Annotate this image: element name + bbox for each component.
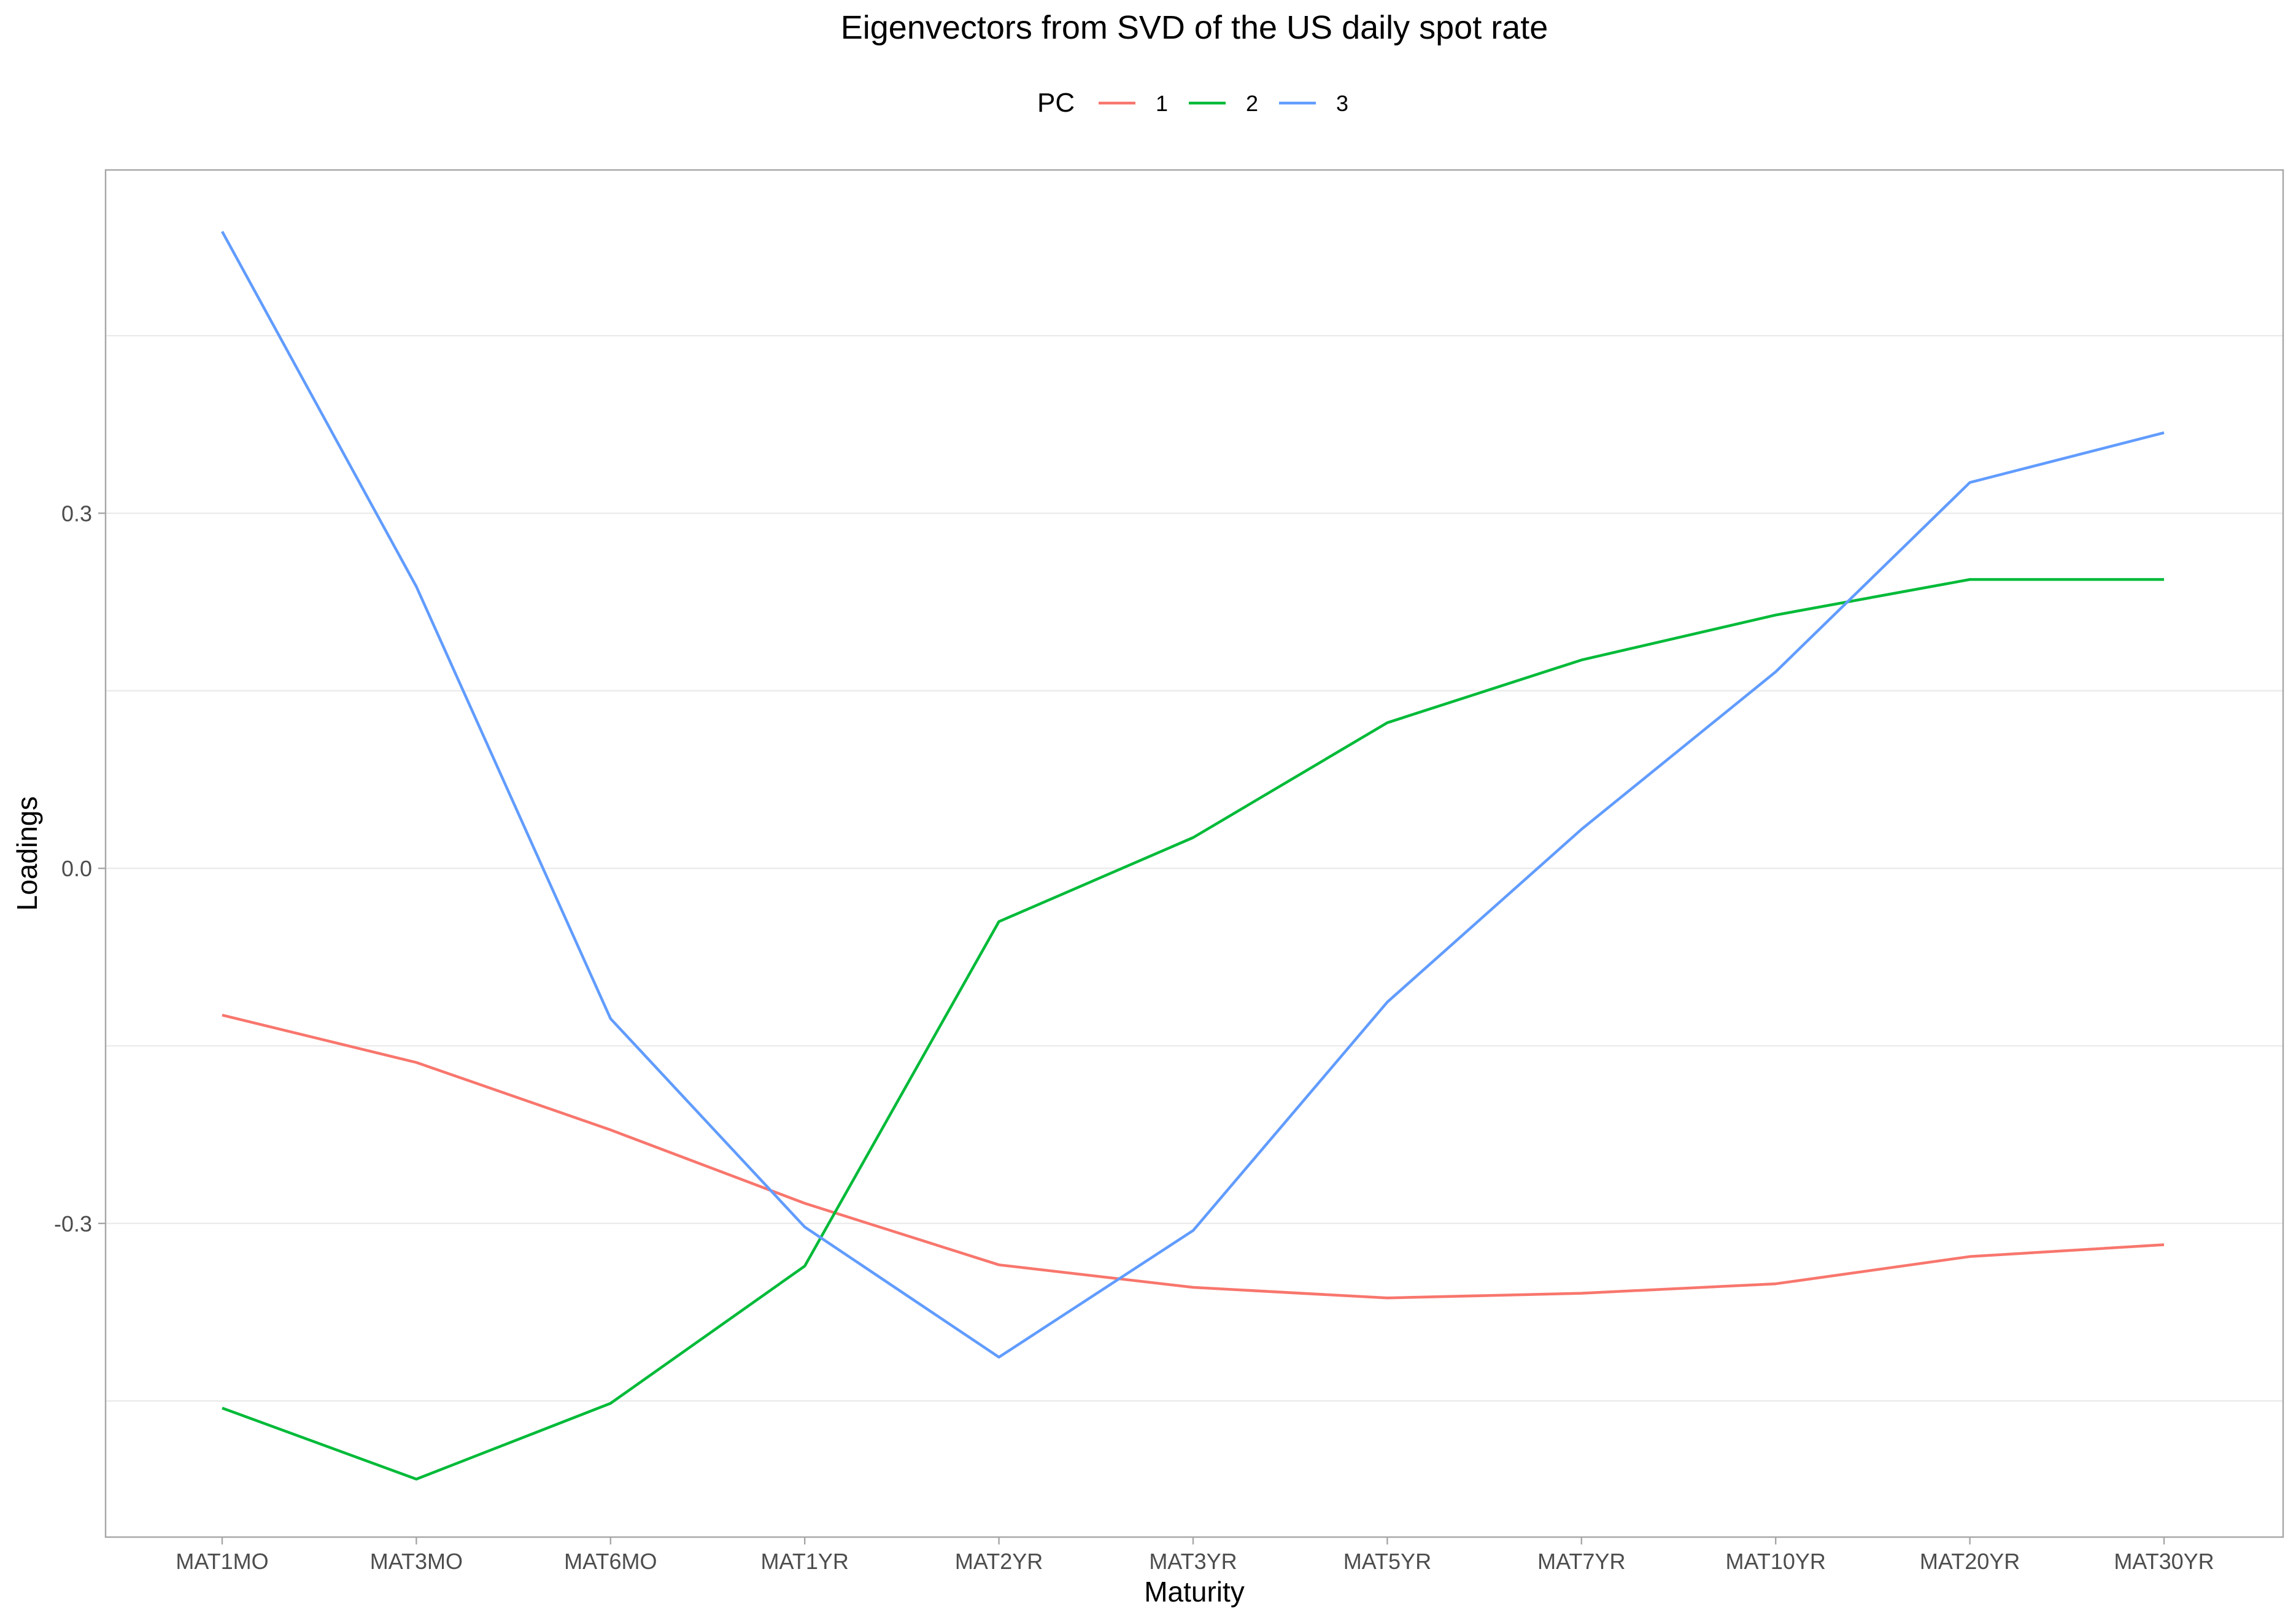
x-tick-label: MAT30YR — [2114, 1549, 2214, 1574]
y-axis-title: Loadings — [11, 796, 43, 911]
x-tick-label: MAT3YR — [1149, 1549, 1237, 1574]
series-line-pc1 — [222, 1014, 2165, 1300]
plot-panel-border — [104, 169, 2284, 1538]
y-tick-label: 0.3 — [61, 501, 92, 526]
legend: PC 1 2 3 — [1037, 88, 1348, 118]
legend-label-pc1: 1 — [1156, 91, 1168, 116]
x-axis: MAT1MO MAT3MO MAT6MO MAT1YR MAT2YR MAT3YR MAT5… — [176, 1537, 2214, 1574]
grid — [106, 334, 2283, 1402]
x-tick-label: MAT20YR — [1920, 1549, 2020, 1574]
chart-title: Eigenvectors from SVD of the US daily sp… — [841, 9, 1548, 46]
legend-label-pc3: 3 — [1336, 91, 1348, 116]
series-line-pc3 — [221, 231, 2165, 1359]
series-line-pc2 — [222, 578, 2164, 1481]
x-tick-label: MAT6MO — [564, 1549, 657, 1574]
x-tick-label: MAT5YR — [1343, 1549, 1431, 1574]
legend-title: PC — [1037, 88, 1075, 118]
x-tick-label: MAT10YR — [1726, 1549, 1826, 1574]
y-tick-label: 0.0 — [61, 856, 92, 881]
y-axis: -0.3 0.0 0.3 — [54, 501, 106, 1236]
x-tick-label: MAT1MO — [176, 1549, 268, 1574]
x-tick-label: MAT1YR — [761, 1549, 849, 1574]
x-tick-label: MAT2YR — [955, 1549, 1043, 1574]
legend-label-pc2: 2 — [1246, 91, 1258, 116]
x-tick-label: MAT7YR — [1537, 1549, 1625, 1574]
series-group — [221, 231, 2165, 1481]
y-tick-label: -0.3 — [54, 1211, 92, 1236]
x-tick-label: MAT3MO — [370, 1549, 463, 1574]
x-axis-title: Maturity — [1144, 1576, 1245, 1608]
